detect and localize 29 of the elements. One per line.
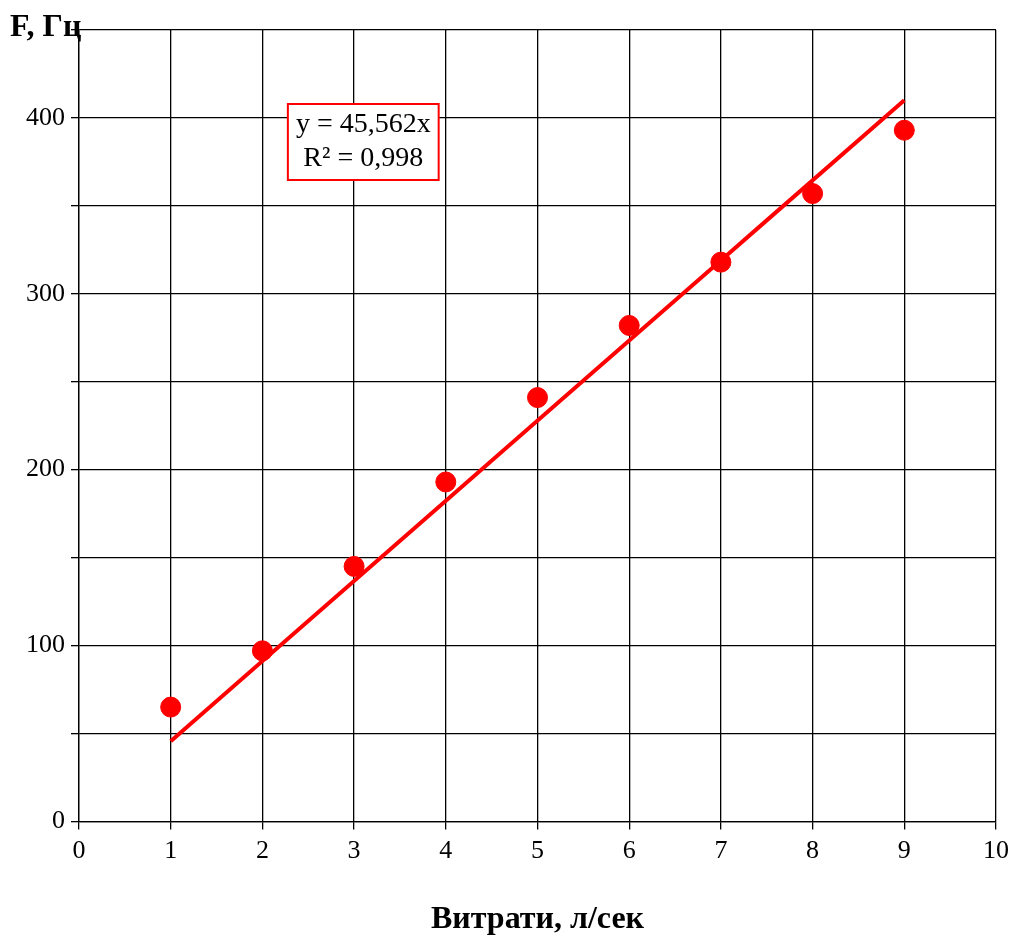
x-tick-label: 9 (897, 834, 911, 864)
x-tick-label: 6 (622, 834, 636, 864)
x-tick-label: 4 (439, 834, 453, 864)
x-tick-label: 2 (255, 834, 269, 864)
y-tick-label: 100 (26, 629, 65, 659)
y-axis-title: F, Гц (10, 7, 82, 44)
y-tick-label: 0 (52, 805, 65, 835)
annotation: y = 45,562x (295, 107, 431, 139)
point (435, 471, 457, 493)
y-tick-label: 300 (26, 277, 65, 307)
x-tick-label: 0 (72, 834, 86, 864)
y-tick-label: 200 (26, 453, 65, 483)
point (527, 387, 548, 409)
point (618, 314, 640, 336)
x-tick-label: 10 (983, 834, 1009, 864)
x-axis-title: Витрати, л/сек (430, 899, 645, 936)
x-tick-label: 5 (531, 834, 544, 864)
x-tick-label: 1 (164, 834, 178, 864)
annotation: R² = 0,998 (303, 141, 424, 173)
point (802, 183, 824, 205)
y-tick-label: 400 (26, 101, 65, 131)
x-tick-label: 7 (714, 834, 728, 864)
point (251, 640, 273, 662)
point (893, 119, 915, 141)
x-tick-label: 3 (347, 834, 361, 864)
point (343, 555, 365, 577)
point (160, 696, 182, 718)
point (710, 251, 732, 273)
x-tick-label: 8 (806, 834, 820, 864)
